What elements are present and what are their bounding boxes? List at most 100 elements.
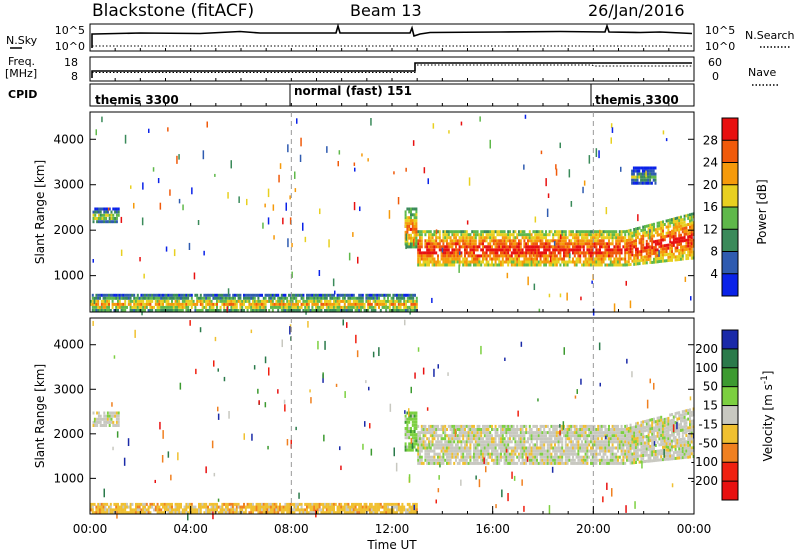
power-cell bbox=[680, 242, 682, 246]
power-cell bbox=[662, 256, 664, 260]
velocity-cell bbox=[530, 434, 533, 438]
power-cell bbox=[498, 248, 501, 252]
power-cell bbox=[417, 254, 420, 258]
velocity-cell bbox=[609, 458, 612, 462]
power-cell bbox=[632, 169, 635, 173]
power-cell bbox=[534, 230, 537, 234]
power-cell bbox=[485, 248, 488, 252]
power-cell bbox=[593, 260, 596, 264]
velocity-cell bbox=[117, 417, 120, 421]
velocity-cell bbox=[559, 461, 562, 465]
power-cell bbox=[234, 293, 236, 297]
velocity-cell bbox=[505, 461, 508, 465]
power-cell bbox=[158, 299, 161, 303]
velocity-cell bbox=[689, 452, 691, 456]
velocity-cell bbox=[665, 442, 668, 446]
velocity-cell bbox=[653, 456, 655, 460]
power-cell bbox=[539, 242, 542, 246]
velocity-cell bbox=[656, 416, 659, 420]
velocity-cell bbox=[662, 433, 664, 437]
velocity-cell bbox=[573, 431, 576, 435]
power-cell bbox=[624, 236, 627, 240]
power-cell bbox=[208, 293, 211, 297]
power-cell bbox=[253, 296, 256, 300]
power-cell bbox=[516, 260, 519, 264]
power-cell bbox=[404, 242, 407, 246]
power-cell bbox=[545, 236, 547, 240]
velocity-cell bbox=[627, 453, 630, 457]
power-noise-speck bbox=[412, 140, 415, 146]
power-cell bbox=[428, 248, 430, 252]
velocity-cell bbox=[446, 443, 448, 447]
power-cell bbox=[465, 245, 468, 249]
velocity-cell bbox=[95, 511, 98, 515]
power-cell bbox=[176, 293, 179, 297]
power-cell bbox=[635, 253, 637, 257]
power-noise-speck bbox=[583, 180, 586, 186]
power-noise-speck bbox=[527, 276, 529, 286]
power-cell bbox=[640, 175, 643, 179]
power-noise-speck bbox=[545, 178, 547, 187]
velocity-cell bbox=[449, 461, 452, 465]
velocity-cell bbox=[447, 446, 450, 450]
power-cell bbox=[581, 251, 583, 255]
power-noise-speck bbox=[289, 195, 291, 200]
velocity-cell bbox=[99, 420, 102, 424]
velocity-cell bbox=[663, 417, 666, 421]
velocity-cell bbox=[599, 449, 601, 453]
velocity-cell bbox=[653, 432, 655, 436]
velocity-cell bbox=[618, 446, 621, 450]
velocity-cell bbox=[608, 443, 610, 447]
power-noise-speck bbox=[610, 137, 612, 144]
power-cell bbox=[446, 236, 448, 240]
power-cell bbox=[270, 302, 272, 306]
velocity-cell bbox=[590, 446, 592, 450]
velocity-cell bbox=[431, 458, 434, 462]
velocity-cell bbox=[91, 508, 94, 512]
power-cell bbox=[676, 240, 679, 244]
power-cell bbox=[629, 232, 632, 235]
power-cell bbox=[653, 257, 655, 261]
power-cell bbox=[397, 296, 400, 300]
velocity-cell bbox=[636, 421, 639, 425]
power-cell bbox=[536, 251, 538, 255]
power-cell bbox=[437, 230, 439, 234]
power-cell bbox=[527, 248, 529, 252]
power-cell bbox=[498, 260, 501, 264]
velocity-cell bbox=[555, 428, 558, 431]
power-cell bbox=[250, 302, 253, 306]
power-cell bbox=[586, 242, 589, 246]
power-cell bbox=[635, 259, 637, 263]
power-cell bbox=[440, 254, 443, 258]
power-cell bbox=[291, 296, 294, 300]
power-cell bbox=[171, 305, 173, 309]
power-cell bbox=[433, 245, 436, 249]
velocity-cell bbox=[117, 502, 119, 506]
power-cell bbox=[232, 296, 235, 300]
power-cell bbox=[546, 242, 549, 246]
power-cell bbox=[426, 257, 429, 261]
power-cell bbox=[564, 242, 567, 246]
velocity-cell bbox=[92, 420, 95, 424]
velocity-cell bbox=[690, 437, 693, 441]
velocity-cell bbox=[588, 449, 591, 453]
power-cell bbox=[681, 221, 684, 225]
power-cell bbox=[403, 309, 406, 312]
velocity-cell bbox=[453, 455, 456, 459]
velocity-cell bbox=[665, 457, 668, 461]
velocity-cell bbox=[656, 434, 659, 438]
velocity-cell bbox=[662, 439, 664, 443]
power-noise-speck bbox=[319, 208, 321, 215]
velocity-cell bbox=[660, 443, 663, 447]
power-cell bbox=[496, 230, 499, 234]
power-cell bbox=[642, 231, 645, 235]
power-cell bbox=[388, 293, 391, 297]
power-cell bbox=[223, 299, 226, 303]
power-cell bbox=[451, 254, 454, 258]
power-cell bbox=[286, 305, 289, 309]
power-cell bbox=[410, 233, 412, 237]
velocity-cell bbox=[656, 428, 659, 432]
power-cell bbox=[548, 251, 551, 255]
velocity-cell bbox=[108, 417, 111, 421]
power-cell bbox=[658, 221, 661, 225]
